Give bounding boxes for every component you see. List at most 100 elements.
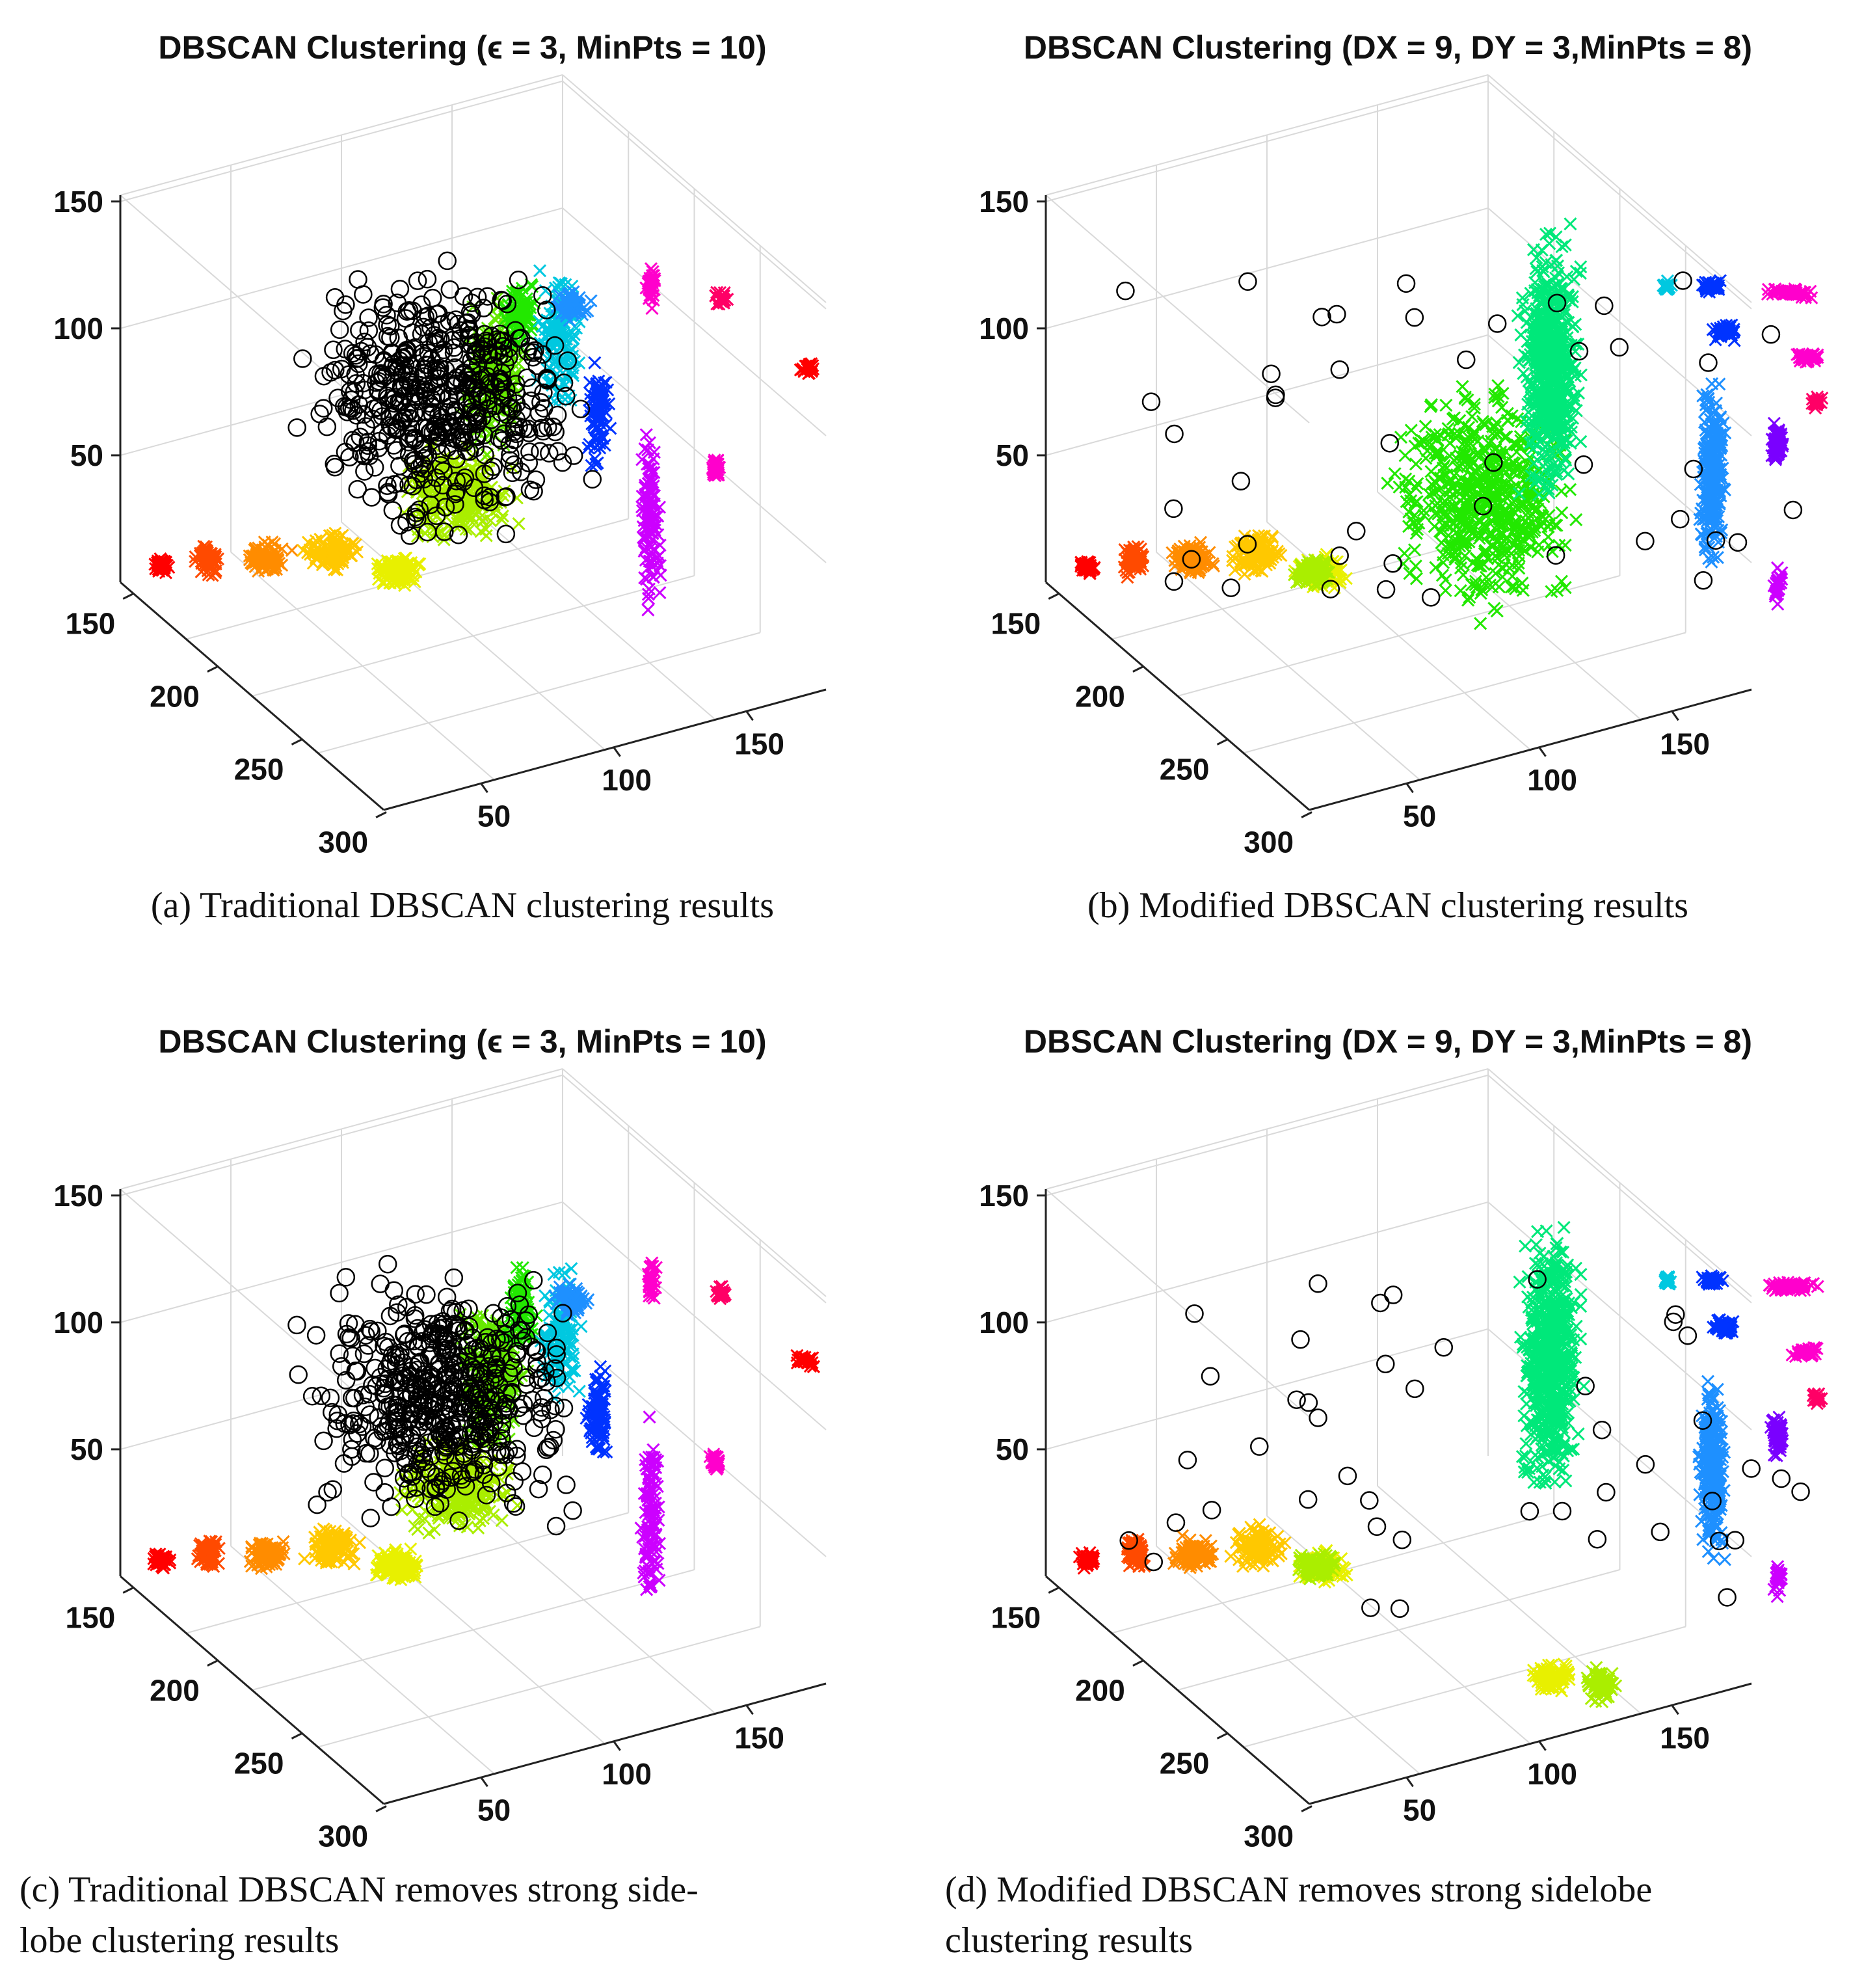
noise-point xyxy=(365,458,384,477)
noise-point xyxy=(414,449,433,468)
cluster-point xyxy=(1542,486,1556,500)
cluster-point xyxy=(1709,447,1722,461)
cluster-point xyxy=(313,533,327,546)
chart-title: DBSCAN Clustering (DX = 9, DY = 3,MinPts… xyxy=(1024,29,1752,66)
cluster-point xyxy=(1551,353,1565,367)
noise-point xyxy=(421,349,441,369)
noise-point xyxy=(545,336,565,355)
noise-point xyxy=(1266,385,1285,405)
cluster-point xyxy=(1461,593,1475,607)
cluster-point xyxy=(209,564,222,578)
cluster-point xyxy=(1807,351,1820,365)
axes xyxy=(1037,195,1752,818)
cluster-point xyxy=(1532,388,1545,401)
noise-point xyxy=(531,442,550,461)
cluster-point xyxy=(710,454,725,468)
noise-point xyxy=(482,410,501,429)
cluster-point xyxy=(647,542,661,556)
cluster-point xyxy=(1435,501,1448,515)
cluster-point xyxy=(570,305,583,319)
cluster-point xyxy=(1530,265,1544,278)
noise-point xyxy=(432,444,451,464)
noise-point xyxy=(314,399,333,418)
noise-point xyxy=(412,295,431,314)
cluster-point xyxy=(1718,327,1731,340)
noise-point xyxy=(433,409,451,427)
cluster-point xyxy=(717,292,730,306)
z-tick-label: 100 xyxy=(53,312,103,345)
cluster-point xyxy=(1454,584,1467,598)
cluster-point xyxy=(1530,251,1543,265)
cluster-point xyxy=(641,587,655,601)
noise-point xyxy=(1321,580,1340,598)
scatter-points xyxy=(147,1255,820,1596)
noise-point xyxy=(477,331,496,351)
cluster-point xyxy=(559,369,573,383)
cluster-point xyxy=(640,457,654,471)
noise-point xyxy=(440,280,460,299)
noise-point xyxy=(336,442,355,462)
cluster-point xyxy=(1453,539,1467,553)
cluster-point xyxy=(597,397,611,411)
cluster-point xyxy=(1796,348,1809,362)
noise-point xyxy=(325,454,343,474)
cluster-point xyxy=(1703,481,1716,495)
cluster-point xyxy=(637,544,651,558)
noise-point xyxy=(527,356,547,375)
cluster-point xyxy=(1518,304,1532,318)
noise-point xyxy=(460,320,479,339)
cluster-point xyxy=(1422,499,1436,513)
noise-point xyxy=(324,340,343,360)
chart-title: DBSCAN Clustering (ϵ = 3, MinPts = 10) xyxy=(158,29,766,66)
cluster-point xyxy=(1439,398,1453,412)
noise-point xyxy=(438,251,457,271)
cluster-point xyxy=(1574,435,1588,448)
noise-point xyxy=(532,418,552,438)
noise-point xyxy=(500,435,519,454)
cluster-point xyxy=(1693,513,1707,526)
cluster-point xyxy=(1705,427,1718,441)
cluster-point xyxy=(1562,422,1575,435)
y-tick-label: 250 xyxy=(234,1747,284,1780)
cluster-point xyxy=(1705,377,1719,390)
cluster-point xyxy=(1712,510,1725,524)
noise-point xyxy=(446,495,464,514)
noise-point xyxy=(446,310,466,329)
noise-point xyxy=(429,426,447,446)
cluster-point xyxy=(1556,347,1569,361)
cluster-point xyxy=(1809,351,1822,364)
noise-point xyxy=(399,446,419,464)
z-tick-label: 50 xyxy=(996,438,1029,472)
noise-point xyxy=(431,344,451,363)
cluster-point xyxy=(245,1546,259,1560)
cluster-point xyxy=(201,548,215,562)
cluster-point xyxy=(1472,531,1486,545)
cluster-point xyxy=(638,502,652,516)
cluster-point xyxy=(1512,356,1526,369)
noise-point xyxy=(1610,338,1629,357)
cluster-point xyxy=(1127,540,1141,554)
noise-point xyxy=(383,344,402,364)
noise-point xyxy=(1783,500,1803,520)
y-tick-label: 300 xyxy=(318,826,368,859)
noise-point xyxy=(538,369,557,388)
cluster-point xyxy=(598,438,611,452)
noise-point xyxy=(531,393,550,412)
cluster-point xyxy=(406,1558,419,1572)
y-tick-label: 250 xyxy=(1160,753,1210,786)
cluster-point xyxy=(1541,430,1554,444)
noise-point xyxy=(1595,296,1614,316)
cluster-point xyxy=(1523,347,1538,362)
cluster-point xyxy=(1475,489,1489,503)
cluster-point xyxy=(1402,520,1416,533)
cluster-point xyxy=(1186,551,1199,565)
cluster-point xyxy=(1492,558,1506,572)
cluster-point xyxy=(542,329,556,342)
cluster-point xyxy=(1564,437,1577,450)
x-tick-label: 100 xyxy=(602,1757,652,1791)
noise-point xyxy=(1574,455,1593,474)
cluster-point xyxy=(1558,383,1572,397)
cluster-point xyxy=(385,1565,399,1578)
noise-point xyxy=(1376,580,1396,599)
cluster-point xyxy=(1435,569,1449,582)
